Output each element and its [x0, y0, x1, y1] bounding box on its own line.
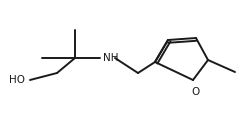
Text: O: O	[192, 87, 200, 97]
Text: NH: NH	[103, 53, 119, 63]
Text: HO: HO	[9, 75, 25, 85]
